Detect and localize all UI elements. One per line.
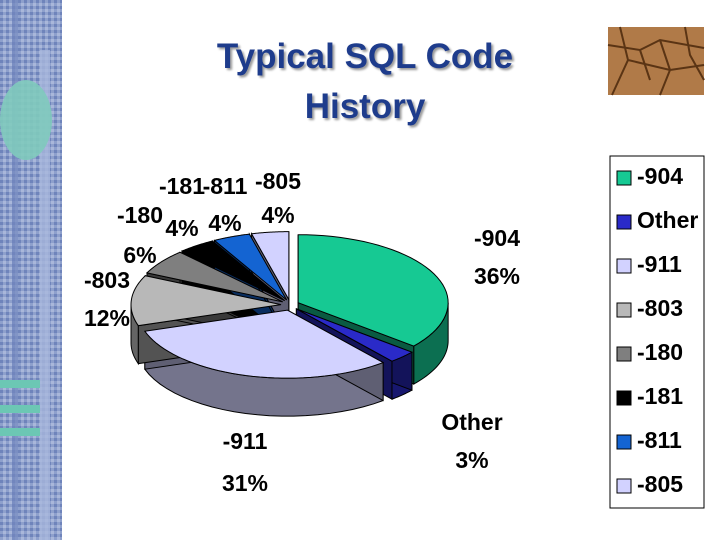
legend-swatch (616, 302, 632, 318)
slice (250, 231, 290, 302)
legend-swatch (616, 258, 632, 274)
legend-label: -181 (637, 383, 683, 409)
slice (296, 308, 414, 362)
slice-label: -811 (203, 173, 248, 199)
legend-swatch (616, 170, 632, 186)
slice (143, 309, 385, 379)
value-label: 4% (165, 215, 198, 241)
value-label: 6% (123, 242, 156, 268)
legend-label: -904 (637, 163, 683, 189)
chart-title: Typical SQL Code History (216, 37, 514, 126)
legend-swatch (616, 390, 632, 406)
slice (130, 275, 282, 327)
legend-swatch (616, 434, 632, 450)
legend-label: Other (637, 207, 698, 233)
value-label: 4% (261, 202, 294, 228)
value-label: 3% (455, 447, 488, 473)
side-decoration (0, 0, 62, 540)
slice-label: Other (441, 409, 502, 435)
legend-label: -805 (637, 471, 683, 497)
slice (145, 251, 283, 303)
slice-label: -904 (474, 225, 520, 251)
slice (297, 234, 449, 347)
photo (607, 26, 705, 96)
value-label: 4% (208, 210, 241, 236)
legend-swatch (616, 214, 632, 230)
slice-label: -911 (223, 428, 268, 454)
slice-label: -180 (117, 202, 163, 228)
legend-label: -911 (637, 251, 682, 277)
value-label: 36% (474, 263, 520, 289)
slice-label: -805 (255, 168, 301, 194)
legend-swatch (616, 478, 632, 494)
legend-label: -811 (637, 427, 682, 453)
slice (213, 233, 288, 301)
legend: -904 Other -911 -803 -180 -181 -811 -805 (609, 155, 705, 509)
value-label: 31% (222, 470, 268, 496)
slice (180, 240, 286, 302)
value-label: 12% (84, 305, 130, 331)
slice-label: -181 (159, 173, 205, 199)
legend-label: -803 (637, 295, 683, 321)
legend-label: -180 (637, 339, 683, 365)
slice-label: -803 (84, 267, 130, 293)
legend-swatch (616, 346, 632, 362)
